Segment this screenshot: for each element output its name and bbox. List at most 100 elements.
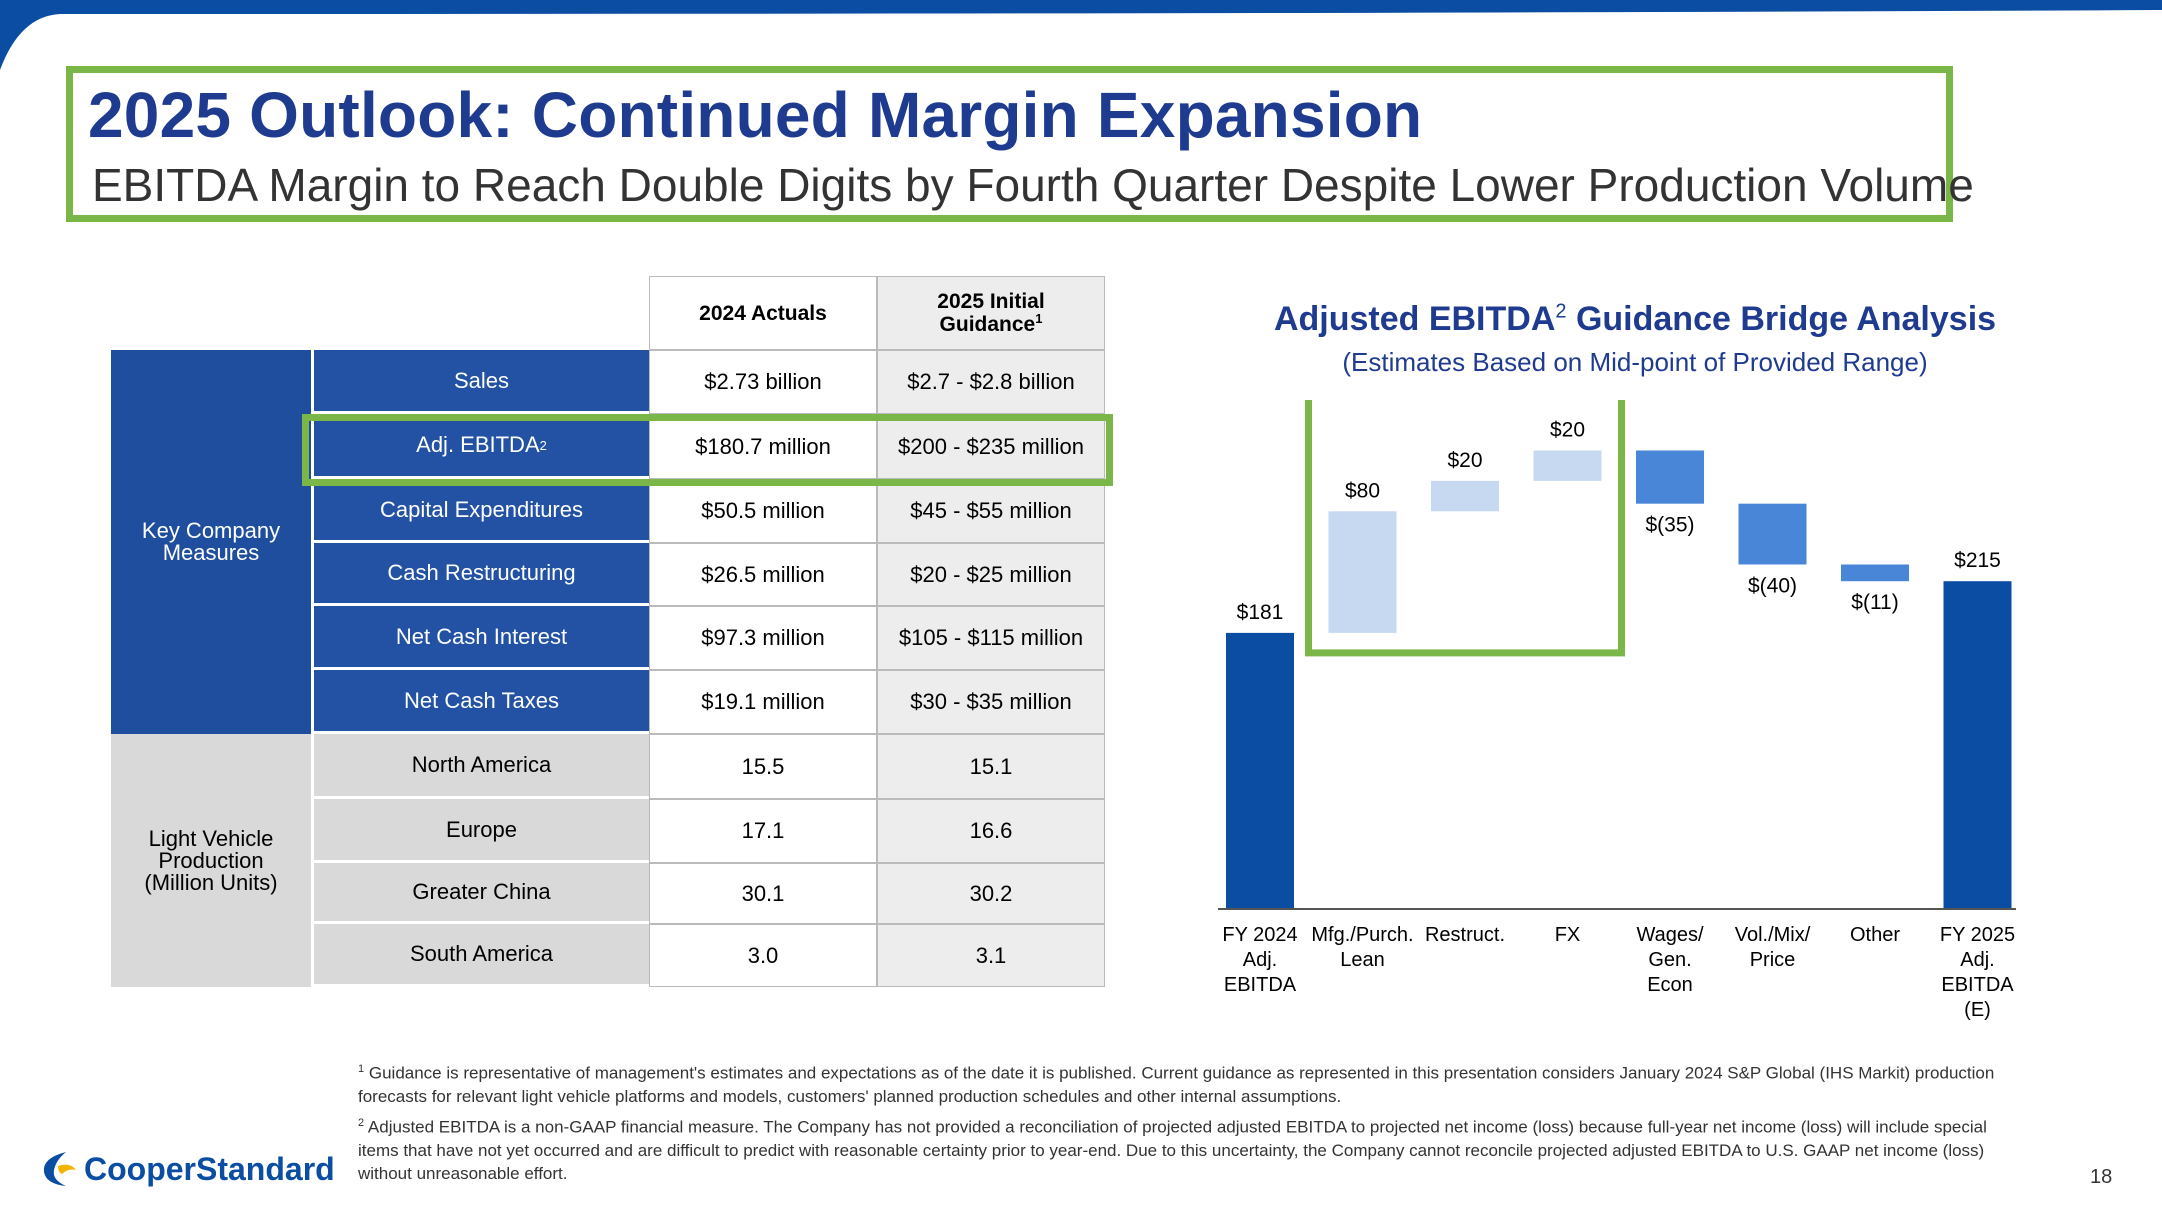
x-tick-label-4-1: Gen.: [1648, 949, 1691, 971]
data-label-6: $(11): [1851, 591, 1898, 614]
row-label-text: Cash Restructuring: [387, 560, 576, 585]
data-label-2: $20: [1447, 449, 1482, 472]
table-cell-2025: 3.1: [877, 924, 1105, 987]
row-label-text: Net Cash Taxes: [404, 687, 559, 713]
x-tick-label-2-0: Restruct.: [1425, 924, 1505, 946]
x-tick-label-5-1: Price: [1750, 949, 1796, 971]
table-cell-2025: $45 - $55 million: [877, 479, 1105, 543]
table-cell-2025: $2.7 - $2.8 billion: [877, 350, 1105, 414]
x-tick-label-7-0: FY 2025: [1940, 924, 2015, 946]
data-label-4: $(35): [1645, 514, 1694, 537]
table-cell-2025: 15.1: [877, 734, 1105, 799]
bar-1: [1328, 511, 1397, 633]
ebitda-bridge-chart: $181 FY 2024 Adj. EBITDA $80 Mfg./Purch. Lean $…: [1218, 400, 2016, 1021]
x-tick-label-7-3: (E): [1964, 999, 1991, 1021]
x-tick-label-7-2: EBITDA: [1941, 974, 2014, 996]
cooperstandard-logo: CooperStandard: [43, 1151, 335, 1187]
bar-4: [1636, 450, 1704, 504]
table-row-label: Capital Expenditures: [311, 479, 649, 543]
x-tick-label-4-0: Wages/: [1636, 924, 1704, 946]
x-tick-label-4-2: Econ: [1647, 974, 1693, 996]
page-subtitle: EBITDA Margin to Reach Double Digits by …: [92, 159, 1974, 211]
data-label-5: $(40): [1748, 574, 1797, 597]
group-lvp-line3: (Million Units): [144, 869, 278, 895]
table-header-2025: 2025 Initial Guidance1: [877, 276, 1105, 350]
group-lvp-line1: Light Vehicle: [148, 825, 274, 851]
data-label-3: $20: [1550, 418, 1585, 441]
x-tick-label-0-2: EBITDA: [1224, 974, 1297, 996]
table-cell-2024: $19.1 million: [649, 670, 877, 734]
footnote-1-marker: 1: [358, 1063, 365, 1075]
table-row-label: Adj. EBITDA 2: [311, 414, 649, 479]
row-label-sup: 2: [539, 437, 547, 453]
footnote-1-text: Guidance is representative of management…: [358, 1063, 1995, 1106]
row-label-text: Greater China: [412, 879, 551, 904]
row-label-text: Capital Expenditures: [379, 496, 583, 522]
bar-3: [1533, 450, 1602, 481]
table-cell-2025: $20 - $25 million: [877, 543, 1105, 606]
table-row-label: South America: [311, 924, 649, 987]
x-tick-label-7-1: Adj.: [1960, 949, 1994, 971]
table-cell-2025: 30.2: [877, 863, 1105, 924]
table-row-label: Cash Restructuring: [311, 543, 649, 606]
chart-title-sup: 2: [1555, 300, 1567, 323]
x-tick-label-5-0: Vol./Mix/: [1735, 924, 1811, 946]
table-row-label: Greater China: [311, 863, 649, 924]
table-cell-2024: $26.5 million: [649, 543, 877, 606]
table-row-label: North America: [311, 734, 649, 799]
row-label-text: South America: [409, 941, 554, 966]
bar-7: [1943, 581, 2012, 908]
table-cell-2024: $2.73 billion: [649, 350, 877, 414]
chart-title-rest: Guidance Bridge Analysis: [1566, 300, 1997, 338]
table-row-label: Europe: [311, 799, 649, 863]
bar-5: [1738, 503, 1807, 565]
bar-0: [1226, 632, 1294, 908]
bridge-highlight-box: [1305, 400, 1625, 657]
table-header-2025-line1: 2025 Initial: [937, 290, 1045, 313]
table-cell-2024: $97.3 million: [649, 606, 877, 670]
footnote-2-marker: 2: [358, 1117, 365, 1129]
chart-title-text: Adjusted EBITDA: [1273, 300, 1556, 338]
row-label-text: Net Cash Interest: [395, 623, 568, 649]
x-tick-label-1-0: Mfg./Purch.: [1311, 924, 1413, 946]
row-label-text: Sales: [453, 367, 510, 393]
svg-text:CooperStandard: CooperStandard: [84, 1151, 335, 1187]
x-tick-label-1-1: Lean: [1340, 949, 1385, 971]
page-title: 2025 Outlook: Continued Margin Expansion: [88, 79, 1423, 151]
group-key-company-line1: Key Company: [141, 518, 281, 543]
table-cell-2024: $180.7 million: [649, 414, 877, 479]
group-key-company-line2: Measures: [162, 540, 260, 565]
table-row-label: Net Cash Taxes: [311, 670, 649, 734]
data-label-7: $215: [1954, 549, 2001, 572]
page-number: 18: [2090, 1166, 2113, 1188]
group-key-company-measures: Key Company Measures: [111, 350, 311, 734]
table-row-label: Sales: [311, 350, 649, 414]
table-cell-2025: $30 - $35 million: [877, 670, 1105, 734]
title-highlight-box: [66, 66, 1953, 222]
table-header-2025-line2: Guidance1: [939, 311, 1043, 336]
group-light-vehicle-production: Light Vehicle Production (Million Units): [111, 734, 311, 987]
bar-6: [1841, 564, 1909, 582]
data-label-1: $80: [1345, 479, 1380, 502]
footnote-2: 2 Adjusted EBITDA is a non-GAAP financia…: [358, 1112, 1998, 1185]
footnote-1: 1 Guidance is representative of manageme…: [358, 1058, 1998, 1108]
table-cell-2024: 15.5: [649, 734, 877, 799]
table-row-label: Net Cash Interest: [311, 606, 649, 670]
x-tick-label-0-1: Adj.: [1243, 949, 1277, 971]
adj-ebitda-row-highlight: [302, 414, 1113, 486]
table-header-2024-label: 2024 Actuals: [699, 301, 827, 325]
row-label-text: North America: [411, 752, 552, 777]
chart-subtitle: (Estimates Based on Mid-point of Provide…: [1342, 347, 1928, 377]
footnote-2-text: Adjusted EBITDA is a non-GAAP financial …: [358, 1117, 1987, 1183]
data-label-0: $181: [1237, 601, 1284, 624]
x-tick-label-3-0: FX: [1555, 924, 1581, 946]
table-cell-2025: 16.6: [877, 799, 1105, 863]
x-tick-label-6-0: Other: [1850, 924, 1900, 946]
table-cell-2025: $105 - $115 million: [877, 606, 1105, 670]
bar-2: [1431, 480, 1499, 512]
table-cell-2024: 17.1: [649, 799, 877, 863]
table-cell-2024: 3.0: [649, 924, 877, 987]
row-label-text: Adj. EBITDA: [416, 432, 540, 457]
top-banner: [0, 0, 2162, 70]
table-cell-2024: $50.5 million: [649, 479, 877, 543]
